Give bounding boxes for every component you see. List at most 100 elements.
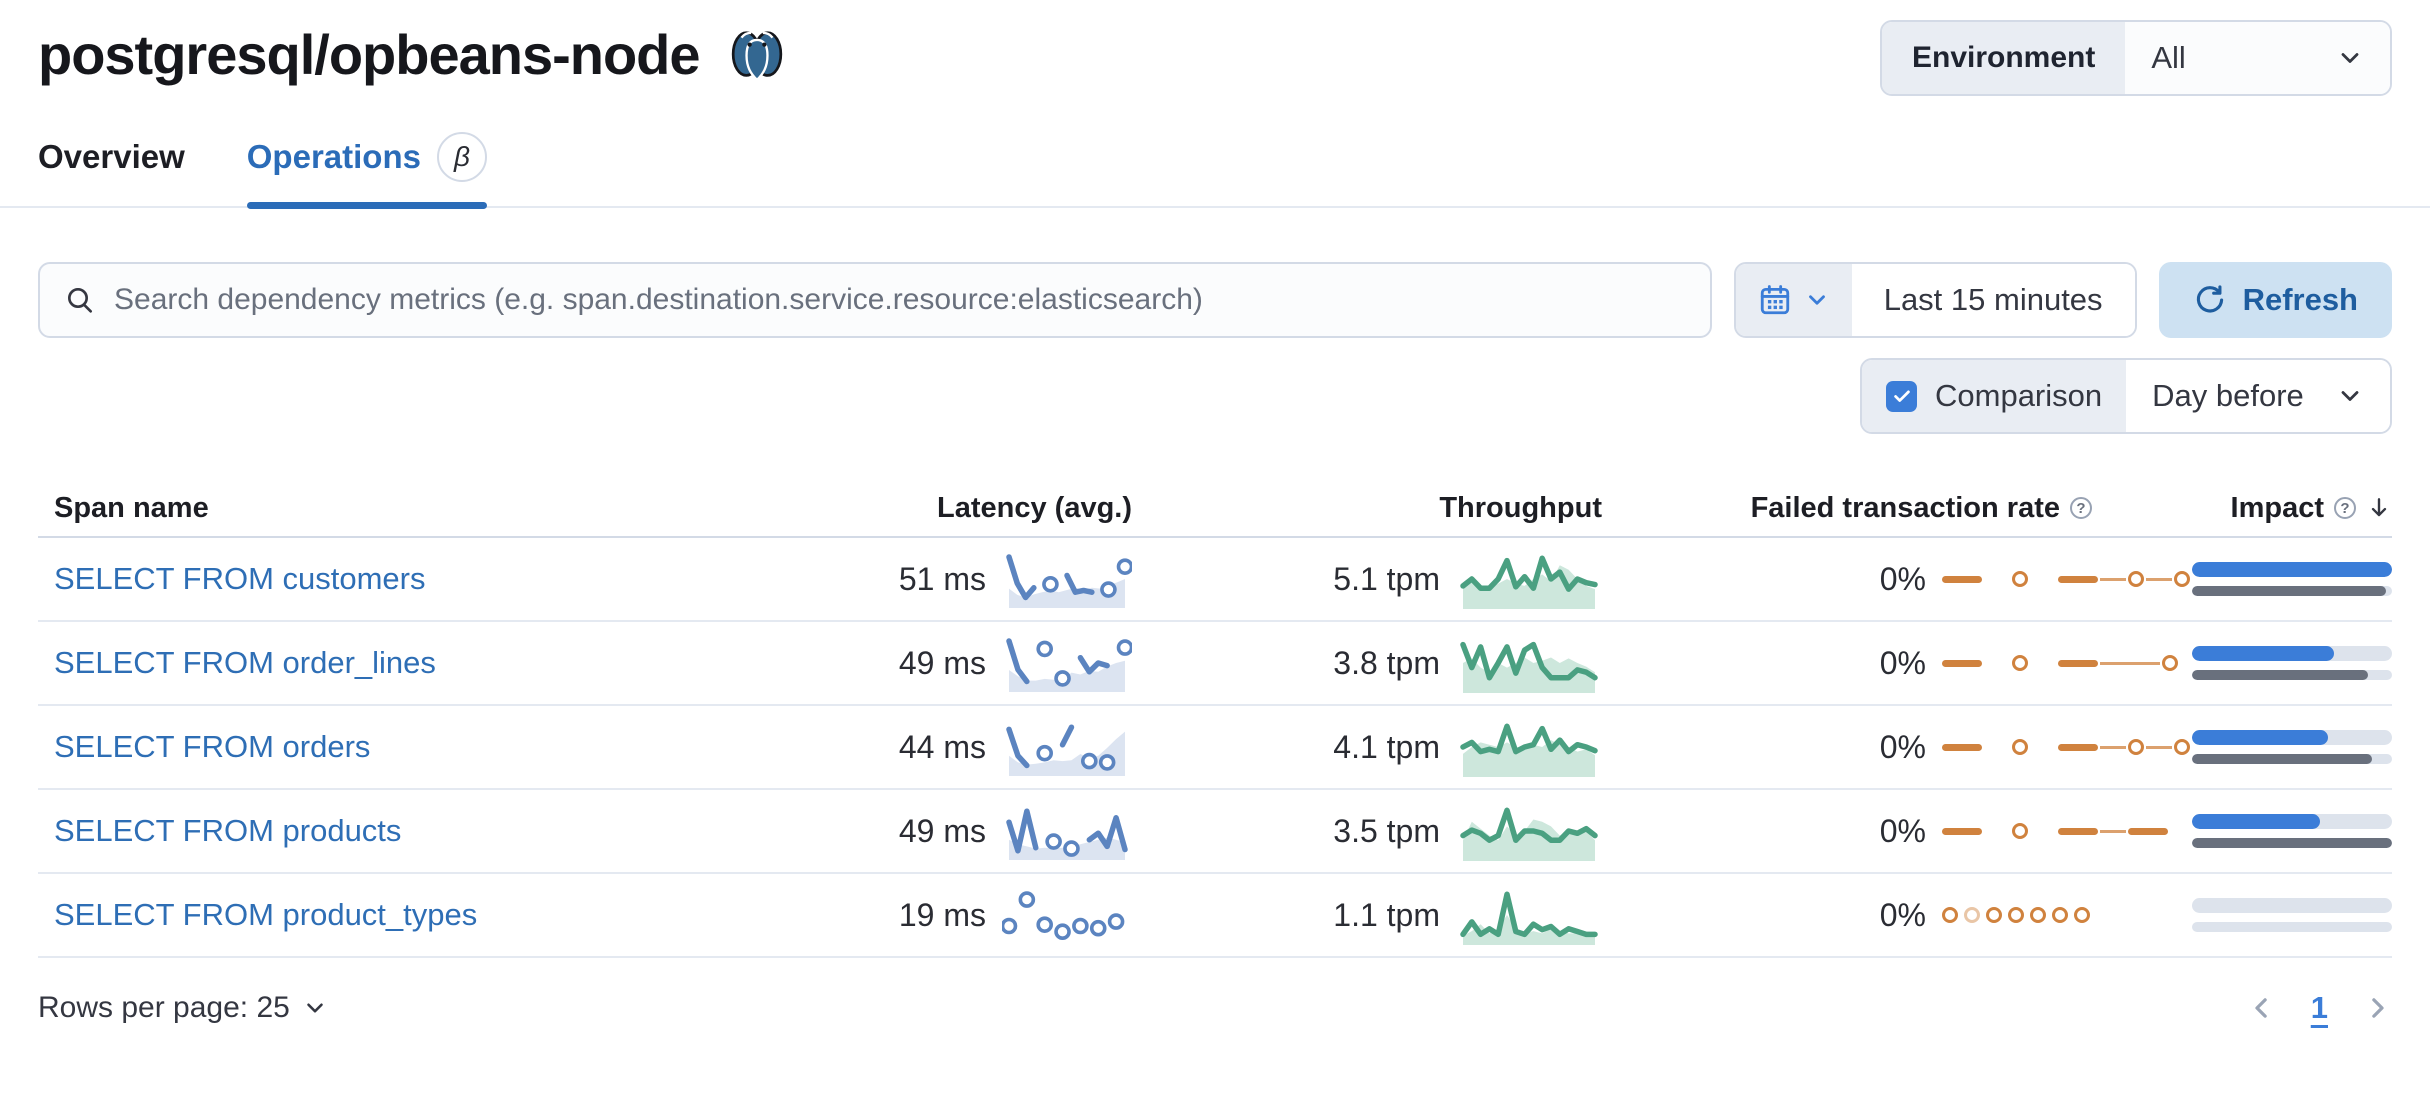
span-name-link[interactable]: SELECT FROM order_lines — [54, 645, 436, 680]
refresh-button[interactable]: Refresh — [2158, 262, 2392, 338]
latency-value: 44 ms — [898, 728, 986, 765]
span-name-link[interactable]: SELECT FROM product_types — [54, 897, 478, 932]
failed-rate-value: 0% — [1879, 728, 1926, 765]
controls-row: Last 15 minutes Refresh — [38, 262, 2392, 338]
pagination: 1 — [2247, 990, 2392, 1026]
help-icon[interactable]: ? — [2070, 497, 2092, 519]
impact-bars — [2192, 562, 2392, 596]
throughput-sparkline — [1460, 723, 1598, 777]
span-name-link[interactable]: SELECT FROM products — [54, 813, 402, 848]
failed-rate-sparkline — [1942, 907, 2092, 923]
chevron-right-icon — [2372, 998, 2384, 1018]
table-body: SELECT FROM customers 51 ms 5.1 tpm 0% S… — [38, 538, 2392, 958]
throughput-sparkline — [1460, 891, 1598, 945]
impact-bar-current — [2192, 730, 2392, 745]
beta-badge: β — [436, 132, 487, 182]
tab-operations[interactable]: Operations β — [246, 132, 488, 209]
impact-bars — [2192, 730, 2392, 764]
failed-rate-value: 0% — [1879, 896, 1926, 933]
comparison-select[interactable]: Day before — [2126, 360, 2390, 432]
table-footer: Rows per page: 25 1 — [38, 990, 2392, 1056]
search-input[interactable] — [114, 283, 1686, 317]
environment-select[interactable]: Environment All — [1880, 20, 2392, 96]
table-row: SELECT FROM orders 44 ms 4.1 tpm 0% — [38, 706, 2392, 790]
chevron-down-icon — [1808, 295, 1825, 305]
table-row: SELECT FROM product_types 19 ms 1.1 tpm … — [38, 874, 2392, 958]
chevron-down-icon — [2341, 53, 2359, 63]
span-name-link[interactable]: SELECT FROM orders — [54, 729, 371, 764]
failed-rate-sparkline — [1942, 739, 2190, 755]
column-header-throughput[interactable]: Throughput — [1439, 491, 1602, 524]
refresh-icon — [2196, 285, 2223, 313]
next-page-button[interactable] — [2362, 993, 2392, 1023]
rows-per-page-button[interactable]: Rows per page: 25 — [38, 991, 328, 1025]
latency-sparkline — [1006, 554, 1132, 608]
impact-bar-current — [2192, 814, 2392, 829]
comparison-label: Comparison — [1935, 378, 2103, 413]
latency-sparkline — [1006, 638, 1132, 692]
calendar-icon — [1760, 285, 1789, 315]
search-box[interactable] — [38, 262, 1712, 338]
latency-sparkline — [1006, 808, 1128, 860]
latency-value: 19 ms — [898, 896, 986, 933]
table-row: SELECT FROM customers 51 ms 5.1 tpm 0% — [38, 538, 2392, 622]
date-quick-select[interactable] — [1735, 264, 1852, 336]
tab-overview[interactable]: Overview — [38, 138, 185, 175]
column-header-failed-rate[interactable]: Failed transaction rate ? — [1602, 492, 2092, 525]
impact-bars — [2192, 646, 2392, 680]
comparison-control: Comparison Day before — [1860, 358, 2392, 434]
impact-bars — [2192, 898, 2392, 932]
failed-rate-sparkline — [1942, 823, 2168, 839]
latency-value: 49 ms — [898, 812, 986, 849]
span-name-link[interactable]: SELECT FROM customers — [54, 561, 426, 596]
impact-bar-previous — [2192, 670, 2392, 680]
throughput-value: 1.1 tpm — [1333, 896, 1440, 933]
failed-rate-value: 0% — [1879, 812, 1926, 849]
impact-bar-previous — [2192, 838, 2392, 848]
impact-bar-current — [2192, 562, 2392, 577]
environment-label: Environment — [1882, 22, 2126, 94]
latency-sparkline — [1002, 891, 1125, 941]
postgresql-elephant-icon — [731, 31, 782, 82]
throughput-value: 3.8 tpm — [1333, 644, 1440, 681]
throughput-value: 4.1 tpm — [1333, 728, 1440, 765]
chevron-down-icon — [2341, 391, 2359, 401]
comparison-checkbox-group[interactable]: Comparison — [1862, 360, 2127, 432]
latency-value: 51 ms — [898, 560, 986, 597]
latency-value: 49 ms — [898, 644, 986, 681]
failed-rate-sparkline — [1942, 571, 2190, 587]
table-row: SELECT FROM products 49 ms 3.5 tpm 0% — [38, 790, 2392, 874]
throughput-sparkline — [1460, 555, 1598, 609]
impact-bar-previous — [2192, 586, 2392, 596]
failed-rate-sparkline — [1942, 655, 2178, 671]
impact-bars — [2192, 814, 2392, 848]
impact-bar-previous — [2192, 754, 2392, 764]
time-range-value[interactable]: Last 15 minutes — [1851, 264, 2135, 336]
date-picker[interactable]: Last 15 minutes — [1733, 262, 2137, 338]
environment-value[interactable]: All — [2125, 22, 2390, 94]
column-header-span-name: Span name — [54, 491, 209, 524]
previous-page-button[interactable] — [2247, 993, 2277, 1023]
chevron-left-icon — [2255, 998, 2267, 1018]
failed-rate-value: 0% — [1879, 560, 1926, 597]
throughput-value: 3.5 tpm — [1333, 812, 1440, 849]
check-icon — [1893, 390, 1910, 402]
table-row: SELECT FROM order_lines 49 ms 3.8 tpm 0% — [38, 622, 2392, 706]
impact-bar-previous — [2192, 922, 2392, 932]
comparison-checkbox[interactable] — [1886, 380, 1917, 412]
page-title: postgresql/opbeans-node — [38, 22, 700, 86]
impact-bar-current — [2192, 646, 2392, 661]
column-header-impact[interactable]: Impact ? — [2092, 492, 2392, 525]
operations-table: Span name Latency (avg.) Throughput Fail… — [38, 480, 2392, 958]
throughput-sparkline — [1460, 641, 1598, 693]
impact-bar-current — [2192, 898, 2392, 913]
column-header-latency[interactable]: Latency (avg.) — [937, 491, 1132, 524]
page-header: postgresql/opbeans-node Environment All — [38, 20, 2392, 96]
tabs-bar: Overview Operations β — [0, 132, 2430, 209]
comparison-row: Comparison Day before — [38, 358, 2392, 434]
help-icon[interactable]: ? — [2334, 497, 2356, 519]
table-header-row: Span name Latency (avg.) Throughput Fail… — [38, 480, 2392, 538]
search-icon — [68, 288, 92, 313]
dependency-operations-page: postgresql/opbeans-node Environment All — [0, 20, 2430, 1056]
page-number-1[interactable]: 1 — [2310, 990, 2328, 1025]
